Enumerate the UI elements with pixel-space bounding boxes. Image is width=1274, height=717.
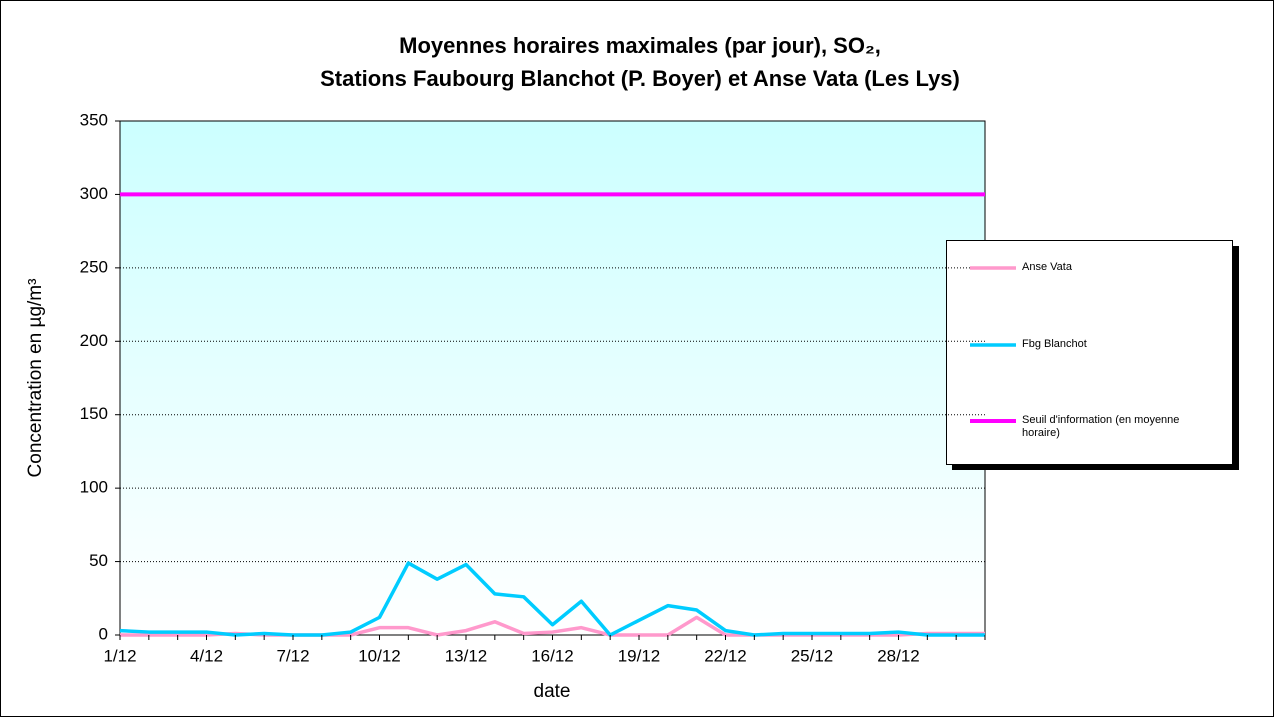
y-tick-label: 350 xyxy=(80,110,108,129)
legend-label-box: Fbg Blanchot xyxy=(1022,338,1087,350)
x-tick-label: 28/12 xyxy=(877,646,920,665)
y-tick-label: 0 xyxy=(99,624,108,643)
x-tick-label: 10/12 xyxy=(358,646,401,665)
legend xyxy=(946,240,1233,465)
legend-label: Seuil d'information (en moyenne horaire) xyxy=(1022,414,1180,439)
x-tick-label: 16/12 xyxy=(531,646,574,665)
y-tick-label: 150 xyxy=(80,404,108,423)
x-tick-label: 7/12 xyxy=(276,646,309,665)
y-tick-label: 50 xyxy=(89,551,108,570)
x-axis-label: date xyxy=(534,681,571,702)
chart-title: Stations Faubourg Blanchot (P. Boyer) et… xyxy=(320,66,960,91)
legend-label-box: Seuil d'information (en moyenne horaire) xyxy=(1022,414,1180,439)
chart-title: Moyennes horaires maximales (par jour), … xyxy=(399,33,881,58)
x-tick-label: 25/12 xyxy=(791,646,834,665)
y-tick-label: 250 xyxy=(80,257,108,276)
legend-label: Anse Vata xyxy=(1022,261,1072,273)
y-axis-label: Concentration en µg/m³ xyxy=(25,279,46,478)
legend-label-box: Anse Vata xyxy=(1022,261,1072,273)
y-tick-label: 100 xyxy=(80,478,108,497)
x-tick-label: 22/12 xyxy=(704,646,747,665)
legend-label: Fbg Blanchot xyxy=(1022,338,1087,350)
series-line xyxy=(119,561,985,637)
x-tick-label: 4/12 xyxy=(190,646,223,665)
x-tick-label: 1/12 xyxy=(103,646,136,665)
x-tick-label: 13/12 xyxy=(445,646,488,665)
x-tick-label: 19/12 xyxy=(618,646,661,665)
y-tick-label: 200 xyxy=(80,331,108,350)
y-tick-label: 300 xyxy=(80,184,108,203)
plot-area xyxy=(119,120,986,636)
